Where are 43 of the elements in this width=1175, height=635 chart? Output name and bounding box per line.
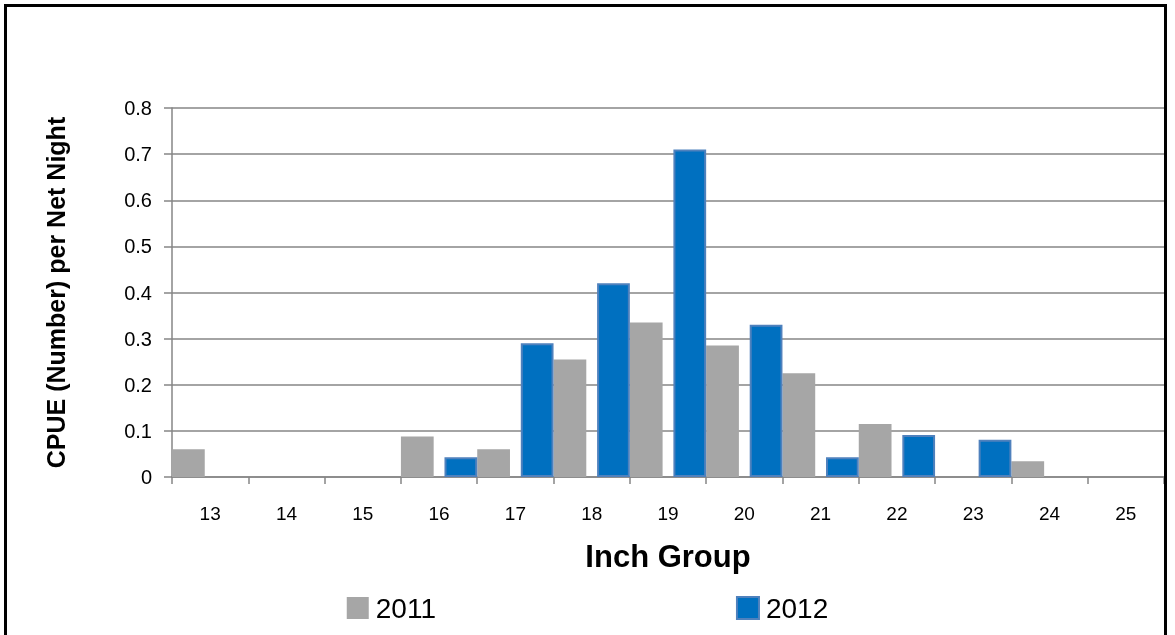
x-tick-label: 20: [733, 503, 755, 524]
bar: [477, 449, 510, 477]
y-tick-label: 0.4: [124, 281, 152, 304]
y-tick-label: 0.8: [124, 97, 152, 119]
x-tick-label: 24: [1038, 503, 1061, 524]
bar: [673, 149, 707, 477]
x-tick-label: 16: [428, 503, 450, 524]
bar: [978, 439, 1012, 477]
x-tick-label: 22: [886, 503, 908, 524]
x-tick-label: 14: [275, 503, 298, 524]
x-tick-label: 19: [657, 503, 679, 524]
y-tick-label: 0.5: [124, 235, 152, 258]
bar: [902, 435, 936, 477]
y-tick-label: 0.1: [124, 419, 152, 442]
bar: [629, 322, 663, 477]
x-axis-title: Inch Group: [585, 539, 751, 574]
bar: [858, 423, 892, 477]
bar: [706, 345, 739, 477]
x-tick-label: 18: [581, 503, 603, 524]
bar: [1011, 461, 1045, 477]
bar: [782, 373, 816, 477]
x-tick-label: 13: [199, 503, 221, 524]
bar: [400, 436, 434, 477]
x-tick-label: 21: [810, 503, 832, 524]
legend-label: 2012: [765, 592, 829, 624]
x-tick-label: 15: [352, 503, 374, 524]
bar: [444, 457, 478, 477]
x-tick-label: 25: [1115, 503, 1137, 524]
x-tick-label: 23: [962, 503, 984, 524]
bar: [597, 283, 630, 477]
y-tick-label: 0.7: [124, 143, 152, 166]
bar: [749, 324, 783, 477]
bar: [172, 449, 205, 477]
bar: [520, 343, 554, 477]
y-tick-label: 0.2: [124, 373, 152, 396]
bar: [826, 457, 859, 477]
x-tick-label: 17: [504, 503, 526, 524]
bar: [553, 359, 587, 477]
legend-label: 2011: [375, 592, 436, 624]
y-tick-label: 0: [140, 466, 152, 488]
y-axis-title: CPUE (Number) per Net Night: [41, 116, 70, 469]
y-tick-label: 0.3: [124, 327, 152, 350]
y-tick-label: 0.6: [124, 189, 152, 212]
